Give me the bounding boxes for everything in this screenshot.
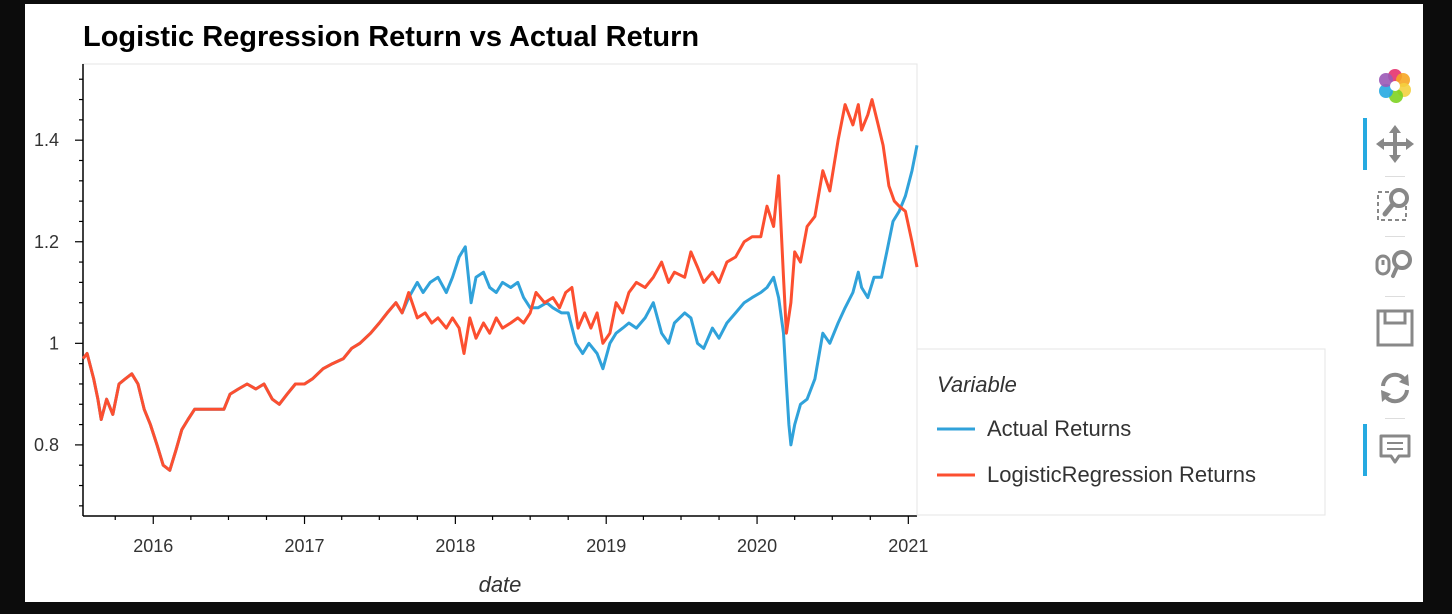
- legend-title: Variable: [937, 372, 1017, 397]
- toolbar-separator: [1385, 236, 1405, 237]
- x-tick-label: 2021: [888, 536, 928, 556]
- y-axis: 0.8 1 1.2 1.4: [34, 64, 84, 516]
- box-zoom-icon[interactable]: [1375, 184, 1415, 224]
- series-line-logistic[interactable]: [81, 98, 919, 472]
- chart-canvas: Logistic Regression Return vs Actual Ret…: [25, 4, 1423, 602]
- wheel-zoom-icon[interactable]: [1375, 244, 1415, 284]
- bokeh-logo-icon[interactable]: [1375, 66, 1415, 106]
- x-tick-label: 2019: [586, 536, 626, 556]
- toolbar-separator: [1385, 176, 1405, 177]
- x-tick-label: 2018: [435, 536, 475, 556]
- x-tick-label: 2016: [133, 536, 173, 556]
- y-tick-label: 1.2: [34, 232, 59, 252]
- y-tick-label: 0.8: [34, 435, 59, 455]
- x-tick-label: 2020: [737, 536, 777, 556]
- reset-icon[interactable]: [1375, 368, 1415, 408]
- save-icon[interactable]: [1375, 308, 1415, 348]
- legend-box: [916, 348, 1326, 516]
- chart-title: Logistic Regression Return vs Actual Ret…: [83, 21, 699, 53]
- toolbar-separator: [1385, 418, 1405, 419]
- x-tick-label: 2017: [284, 536, 324, 556]
- x-axis-label: date: [479, 572, 522, 597]
- x-axis: 2016 2017 2018 2019 2020 2021: [83, 515, 928, 556]
- hover-icon[interactable]: [1363, 424, 1415, 476]
- legend-label-logistic[interactable]: LogisticRegression Returns: [987, 462, 1256, 487]
- toolbar-separator: [1385, 296, 1405, 297]
- chart-toolbar: [1363, 60, 1425, 500]
- legend: Variable Actual Returns LogisticRegressi…: [916, 348, 1326, 516]
- y-tick-label: 1.4: [34, 130, 59, 150]
- y-tick-label: 1: [49, 333, 59, 353]
- series-lines: [81, 98, 919, 472]
- chart-svg: Logistic Regression Return vs Actual Ret…: [34, 21, 1326, 597]
- pan-icon[interactable]: [1363, 118, 1415, 170]
- legend-label-actual[interactable]: Actual Returns: [987, 416, 1131, 441]
